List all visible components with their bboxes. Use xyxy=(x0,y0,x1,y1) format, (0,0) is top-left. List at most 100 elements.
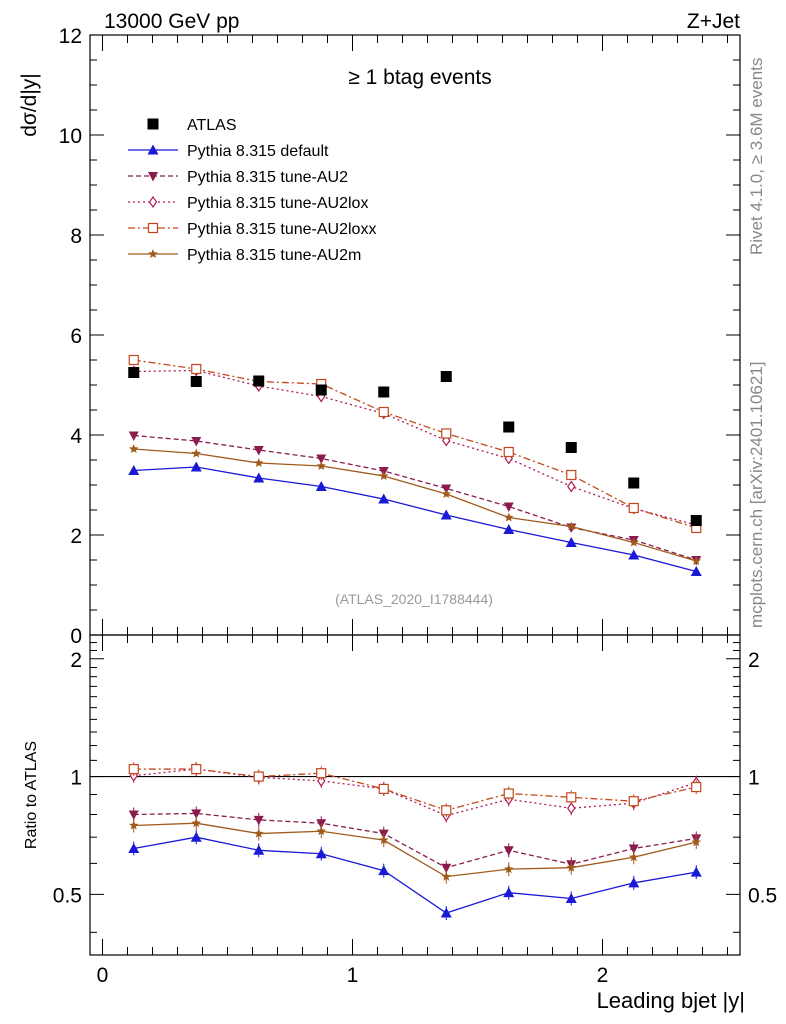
series-0-ratio-point xyxy=(378,865,390,876)
series-3-line xyxy=(133,359,697,529)
series-0-ratio-point xyxy=(565,893,577,904)
x-tick-label: 2 xyxy=(597,964,609,987)
series-3-ratio-point xyxy=(441,805,452,816)
series-1-point xyxy=(128,431,139,441)
x-tick-label: 1 xyxy=(347,964,359,987)
series-0-ratio-point xyxy=(503,887,515,898)
ratio-y-tick-label: 0.5 xyxy=(53,884,82,907)
x-tick-label: 0 xyxy=(97,964,109,987)
series-4-point xyxy=(379,471,389,480)
series-4-ratio-point xyxy=(504,864,514,874)
series-1-point xyxy=(253,446,264,456)
series-0-point xyxy=(440,509,452,520)
plot-title: ≥ 1 btag events xyxy=(348,66,491,89)
y-tick-label: 0 xyxy=(70,625,82,648)
legend-entry: Pythia 8.315 default xyxy=(128,143,329,160)
series-4-ratio-point xyxy=(441,871,451,881)
atlas-data-point xyxy=(190,376,202,387)
atlas-data-point xyxy=(315,384,327,396)
series-2-ratio-line xyxy=(133,768,697,817)
series-4-point xyxy=(566,521,576,531)
legend-entry: Pythia 8.315 tune-AU2lox xyxy=(128,195,368,212)
series-0-point xyxy=(128,465,140,475)
y-axis-label: dσ/d|y| xyxy=(18,73,41,137)
series-4-point xyxy=(129,444,139,453)
legend-label: Pythia 8.315 tune-AU2m xyxy=(187,247,361,264)
atlas-data-point xyxy=(378,386,390,398)
series-4-point xyxy=(191,448,201,458)
y-tick-label: 12 xyxy=(59,25,82,48)
series-0-point xyxy=(315,481,327,491)
legend-entry: ATLAS xyxy=(147,117,237,134)
series-0-point xyxy=(503,524,515,534)
legend-swatch-marker xyxy=(148,195,158,209)
series-4-point xyxy=(441,489,451,498)
atlas-data-point xyxy=(565,442,577,453)
series-0-ratio-line xyxy=(133,836,697,914)
series-4-line xyxy=(133,448,697,562)
series-0-ratio-point xyxy=(315,848,327,859)
legend-swatch-marker xyxy=(147,222,159,234)
series-3-point xyxy=(566,469,577,481)
atlas-data-point xyxy=(128,367,140,378)
series-0-point xyxy=(690,566,702,576)
series-1-point xyxy=(191,437,202,447)
series-1-ratio-point xyxy=(628,844,639,854)
series-0-ratio-point xyxy=(690,866,702,877)
series-1-ratio-point xyxy=(316,819,327,829)
series-0-ratio-point xyxy=(190,831,202,842)
series-3-ratio-point xyxy=(253,771,264,782)
series-0-ratio-point xyxy=(628,877,640,888)
series-0-ratio-point xyxy=(253,844,265,855)
series-4-ratio-point xyxy=(691,837,701,847)
series-0-point xyxy=(628,549,640,560)
atlas-data-point xyxy=(628,477,640,489)
legend-swatch-marker xyxy=(147,144,159,155)
ratio-y-tick-label-right: 1 xyxy=(748,767,760,790)
atlas-data-point xyxy=(503,421,515,433)
series-3-point xyxy=(378,406,389,418)
legend-entry: Pythia 8.315 tune-AU2m xyxy=(128,247,361,264)
legend-swatch-marker xyxy=(148,172,158,182)
series-3-point xyxy=(128,354,139,366)
ratio-y-tick-label-right: 2 xyxy=(748,649,760,672)
legend-label: Pythia 8.315 tune-AU2lox xyxy=(187,195,368,212)
series-4-ratio-point xyxy=(254,828,264,838)
series-4-point xyxy=(629,537,639,547)
series-4-point xyxy=(254,458,264,467)
legend-swatch-marker xyxy=(147,118,159,130)
series-0-point xyxy=(190,461,202,472)
header-left: 13000 GeV pp xyxy=(104,10,239,33)
series-0-point xyxy=(253,472,265,483)
atlas-data-point xyxy=(690,515,702,526)
series-2-ratio-point xyxy=(317,774,326,787)
series-3-ratio-point xyxy=(128,763,139,775)
series-0-point xyxy=(565,537,577,547)
series-3-ratio-point xyxy=(566,792,577,803)
series-3-point xyxy=(503,446,514,458)
series-3-ratio-point xyxy=(191,763,202,775)
ratio-panel-frame xyxy=(89,634,741,956)
series-3-ratio-point xyxy=(628,796,639,807)
series-1-ratio-point xyxy=(503,846,514,856)
series-4-ratio-point xyxy=(379,835,389,845)
legend-label: ATLAS xyxy=(187,117,237,134)
series-2-line xyxy=(133,369,697,526)
series-4-point xyxy=(691,556,701,565)
series-3-ratio-point xyxy=(503,788,514,799)
series-1-point xyxy=(316,454,327,464)
y-tick-label: 8 xyxy=(70,225,82,248)
series-3-point xyxy=(191,363,202,375)
series-4-ratio-line xyxy=(133,822,697,878)
legend-label: Pythia 8.315 default xyxy=(187,143,329,160)
series-4-ratio-point xyxy=(316,826,326,836)
atlas-data-point xyxy=(253,375,265,387)
series-4-ratio-point xyxy=(629,852,639,862)
ratio-y-tick-label-right: 0.5 xyxy=(748,884,777,907)
series-2-point xyxy=(567,480,576,493)
ratio-y-axis-label: Ratio to ATLAS xyxy=(23,741,40,849)
series-0-ratio-point xyxy=(128,842,140,853)
series-3-ratio-point xyxy=(691,781,702,793)
